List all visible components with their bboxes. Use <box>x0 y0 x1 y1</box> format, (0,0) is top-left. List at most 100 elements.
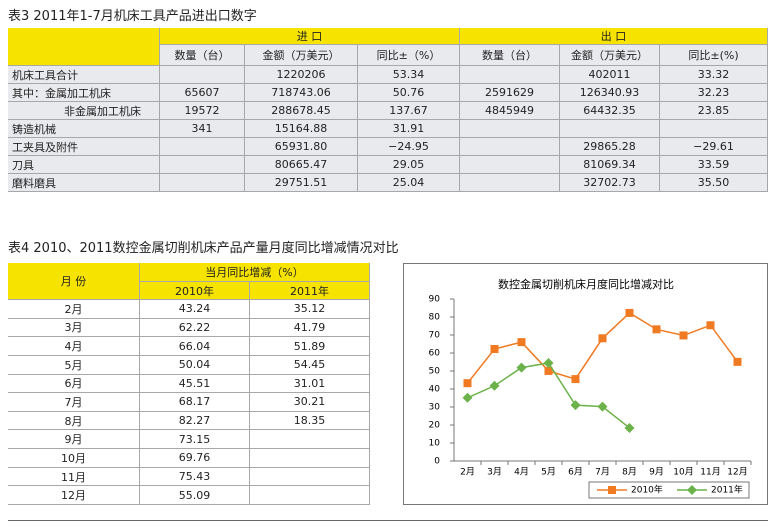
cell <box>660 120 768 138</box>
row-label: 6月 <box>8 374 140 394</box>
point <box>489 380 500 391</box>
cell: 41.79 <box>250 318 370 338</box>
group-header: 出 口 <box>460 28 768 45</box>
y-tick-label: 60 <box>429 349 441 359</box>
cell <box>250 486 370 505</box>
row-label: 9月 <box>8 430 140 450</box>
table3-title: 表3 2011年1-7月机床工具产品进出口数字 <box>8 9 257 24</box>
cell <box>160 156 245 174</box>
cell: 33.59 <box>660 156 768 174</box>
cell: 35.12 <box>250 300 370 319</box>
point <box>463 379 472 388</box>
cell: 43.24 <box>140 300 250 319</box>
y-tick-label: 70 <box>429 331 441 341</box>
cell: 137.67 <box>358 102 460 120</box>
cell: 29865.28 <box>560 138 660 156</box>
cell: 19572 <box>160 102 245 120</box>
chart-frame: 数控金属切削机床月度同比增减对比 0 10 20 30 40 50 60 70 80 90 2月 3月 4… <box>403 263 768 505</box>
cell: 50.04 <box>140 355 250 375</box>
cell: −24.95 <box>358 138 460 156</box>
cell: 2591629 <box>460 84 560 102</box>
point <box>490 345 499 354</box>
legend-label: 2010年 <box>631 484 663 496</box>
cell: 82.27 <box>140 411 250 431</box>
column-header: 2011年 <box>250 282 370 300</box>
cell <box>160 174 245 192</box>
cell: 1220206 <box>245 66 358 84</box>
cell: 32702.73 <box>560 174 660 192</box>
point <box>571 375 580 384</box>
cell: 35.50 <box>660 174 768 192</box>
y-tick-label: 50 <box>429 367 441 377</box>
cell: 69.76 <box>140 449 250 468</box>
row-label: 刀具 <box>8 156 160 174</box>
point <box>608 486 616 494</box>
x-tick-label: 12月 <box>727 467 747 478</box>
x-tick-label: 6月 <box>568 467 583 478</box>
header-blank <box>8 28 160 66</box>
cell: 33.32 <box>660 66 768 84</box>
cell: 80665.47 <box>245 156 358 174</box>
cell: 53.34 <box>358 66 460 84</box>
column-header: 月 份 <box>8 263 140 300</box>
cell: 31.01 <box>250 374 370 394</box>
column-header: 金额（万美元） <box>560 45 660 66</box>
legend-label: 2011年 <box>711 484 743 496</box>
cell <box>460 174 560 192</box>
table4-title: 表4 2010、2011数控金属切削机床产品产量月度同比增减情况对比 <box>8 241 399 256</box>
row-label: 2月 <box>8 300 140 319</box>
cell: 65931.80 <box>245 138 358 156</box>
chart-title: 数控金属切削机床月度同比增减对比 <box>498 277 674 291</box>
cell: 55.09 <box>140 486 250 505</box>
y-tick-label: 10 <box>429 439 441 449</box>
row-label: 机床工具合计 <box>8 66 160 84</box>
cell: 64432.35 <box>560 102 660 120</box>
group-header: 当月同比增减（%） <box>140 263 370 282</box>
cell: 288678.45 <box>245 102 358 120</box>
cell <box>460 66 560 84</box>
cell: 73.15 <box>140 430 250 450</box>
y-tick-label: 90 <box>429 295 441 305</box>
row-label: 4月 <box>8 337 140 356</box>
y-tick-label: 80 <box>429 313 441 323</box>
point <box>706 321 715 330</box>
row-label: 8月 <box>8 411 140 431</box>
point <box>597 401 608 412</box>
cell: 18.35 <box>250 411 370 431</box>
cell: 81069.34 <box>560 156 660 174</box>
point <box>462 392 473 403</box>
x-tick-label: 8月 <box>622 467 637 478</box>
cell <box>460 138 560 156</box>
cell: 718743.06 <box>245 84 358 102</box>
cell: 341 <box>160 120 245 138</box>
cell: 51.89 <box>250 337 370 356</box>
x-tick-label: 2月 <box>460 467 475 478</box>
cell: 65607 <box>160 84 245 102</box>
chart: 数控金属切削机床月度同比增减对比 0 10 20 30 40 50 60 70 80 90 2月 3月 4… <box>429 277 752 499</box>
point <box>687 485 697 495</box>
row-label: 工夹具及附件 <box>8 138 160 156</box>
cell: 29.05 <box>358 156 460 174</box>
cell: −29.61 <box>660 138 768 156</box>
x-tick-label: 5月 <box>541 467 556 478</box>
row-label: 3月 <box>8 318 140 338</box>
series-line <box>466 311 739 384</box>
row-label: 7月 <box>8 393 140 412</box>
group-header: 进 口 <box>160 28 460 45</box>
column-header: 2010年 <box>140 282 250 300</box>
row-label: 非金属加工机床 <box>8 102 160 120</box>
cell: 25.04 <box>358 174 460 192</box>
cell: 45.51 <box>140 374 250 394</box>
cell <box>160 138 245 156</box>
row-label: 磨料磨具 <box>8 174 160 192</box>
column-header: 数量（台） <box>160 45 245 66</box>
cell: 126340.93 <box>560 84 660 102</box>
point <box>543 357 554 368</box>
cell: 50.76 <box>358 84 460 102</box>
x-tick-label: 4月 <box>514 467 529 478</box>
point <box>679 331 688 340</box>
cell: 15164.88 <box>245 120 358 138</box>
cell <box>250 467 370 487</box>
cell: 54.45 <box>250 355 370 375</box>
cell: 75.43 <box>140 467 250 487</box>
